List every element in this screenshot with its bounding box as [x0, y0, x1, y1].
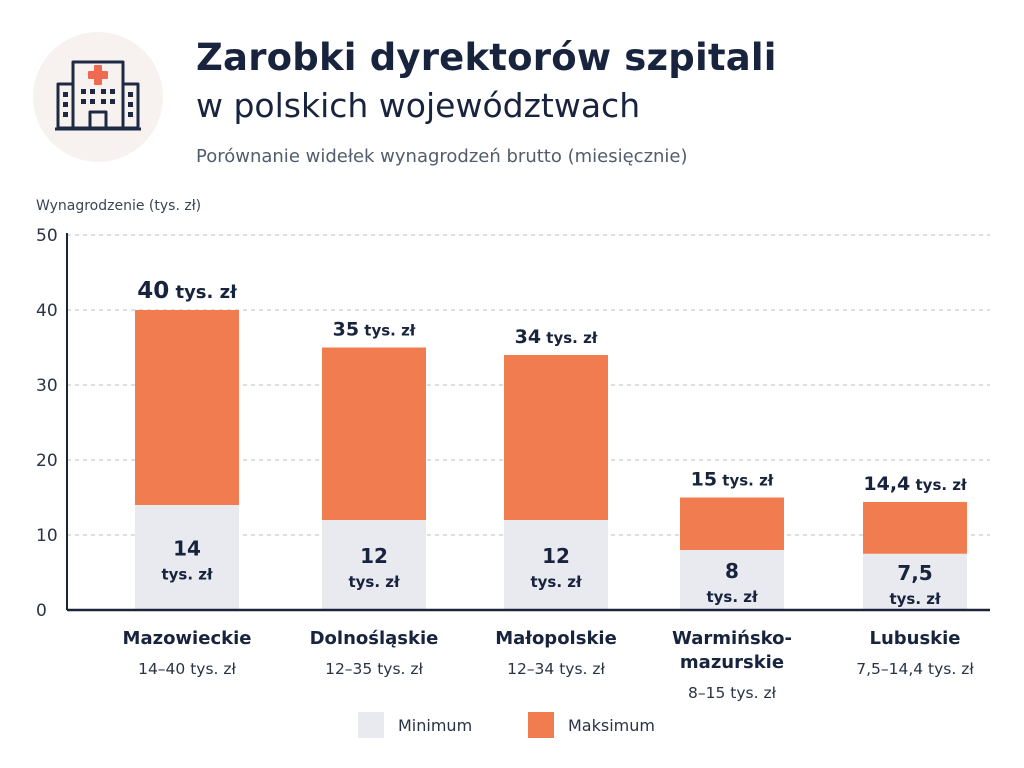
- category-range-label: 12–35 tys. zł: [325, 660, 423, 678]
- bar-max-label: 35 tys. zł: [333, 319, 416, 341]
- page-title-line2: w polskich województwach: [196, 86, 641, 125]
- category-label: Małopolskie: [495, 628, 617, 649]
- category-label: Mazowieckie: [123, 628, 252, 649]
- bar-min-value: 12: [360, 544, 388, 568]
- bar-minimum: [863, 553, 967, 610]
- bar-maximum: [680, 497, 784, 550]
- bar-min-unit: tys. zł: [348, 573, 400, 591]
- bar-max-label: 34 tys. zł: [515, 326, 598, 348]
- bar-maximum: [322, 347, 426, 520]
- category-label: Lubuskie: [869, 628, 960, 649]
- hospital-icon: [55, 60, 141, 131]
- bar-min-value: 12: [542, 544, 570, 568]
- legend: Minimum Maksimum: [0, 712, 1024, 742]
- bar-max-label: 40 tys. zł: [137, 278, 238, 304]
- bar-min-value: 7,5: [897, 561, 932, 585]
- category-range-label: 8–15 tys. zł: [688, 684, 777, 702]
- bar-minimum: [135, 505, 239, 610]
- category-label: Dolnośląskie: [310, 628, 439, 649]
- page-title: Zarobki dyrektorów szpitali: [196, 36, 777, 79]
- category-range-label: 7,5–14,4 tys. zł: [856, 660, 974, 678]
- y-tick-label: 30: [36, 376, 58, 396]
- bar-min-unit: tys. zł: [161, 566, 213, 584]
- legend-label-minimum: Minimum: [398, 715, 473, 735]
- y-tick-label: 0: [36, 601, 47, 621]
- category-range-label: 12–34 tys. zł: [507, 660, 605, 678]
- bar-minimum: [504, 520, 608, 610]
- legend-swatch-maximum: [528, 712, 554, 738]
- bar-minimum: [680, 550, 784, 610]
- bar-min-value: 8: [725, 559, 739, 583]
- legend-item-maximum: Maksimum: [528, 712, 655, 738]
- bar-maximum: [863, 502, 967, 554]
- y-tick-label: 50: [36, 226, 58, 246]
- bar-min-unit: tys. zł: [889, 590, 941, 608]
- bar-chart: 0 10 20 30 40 50 40 tys. zł 14 tys. zł Mazowiecki…: [36, 226, 990, 702]
- y-axis-label: Wynagrodzenie (tys. zł): [36, 198, 202, 214]
- bar-min-unit: tys. zł: [530, 573, 582, 591]
- bar-maximum: [135, 310, 239, 505]
- legend-item-minimum: Minimum: [358, 712, 472, 738]
- y-tick-label: 20: [36, 451, 58, 471]
- logo-badge: [33, 32, 163, 162]
- bar-minimum: [322, 520, 426, 610]
- y-tick-label: 40: [36, 301, 58, 321]
- page-subtitle: Porównanie widełek wynagrodzeń brutto (m…: [196, 146, 688, 167]
- category-range-label: 14–40 tys. zł: [138, 660, 236, 678]
- bar-maximum: [504, 355, 608, 520]
- bar-min-value: 14: [173, 537, 201, 561]
- category-label: Warmińsko-: [672, 628, 792, 649]
- legend-label-maximum: Maksimum: [568, 715, 655, 735]
- y-tick-label: 10: [36, 526, 58, 546]
- category-label: mazurskie: [680, 652, 784, 673]
- bar-max-label: 15 tys. zł: [691, 469, 774, 491]
- bar-min-unit: tys. zł: [706, 588, 758, 606]
- bar-max-label: 14,4 tys. zł: [863, 473, 967, 495]
- legend-swatch-minimum: [358, 712, 384, 738]
